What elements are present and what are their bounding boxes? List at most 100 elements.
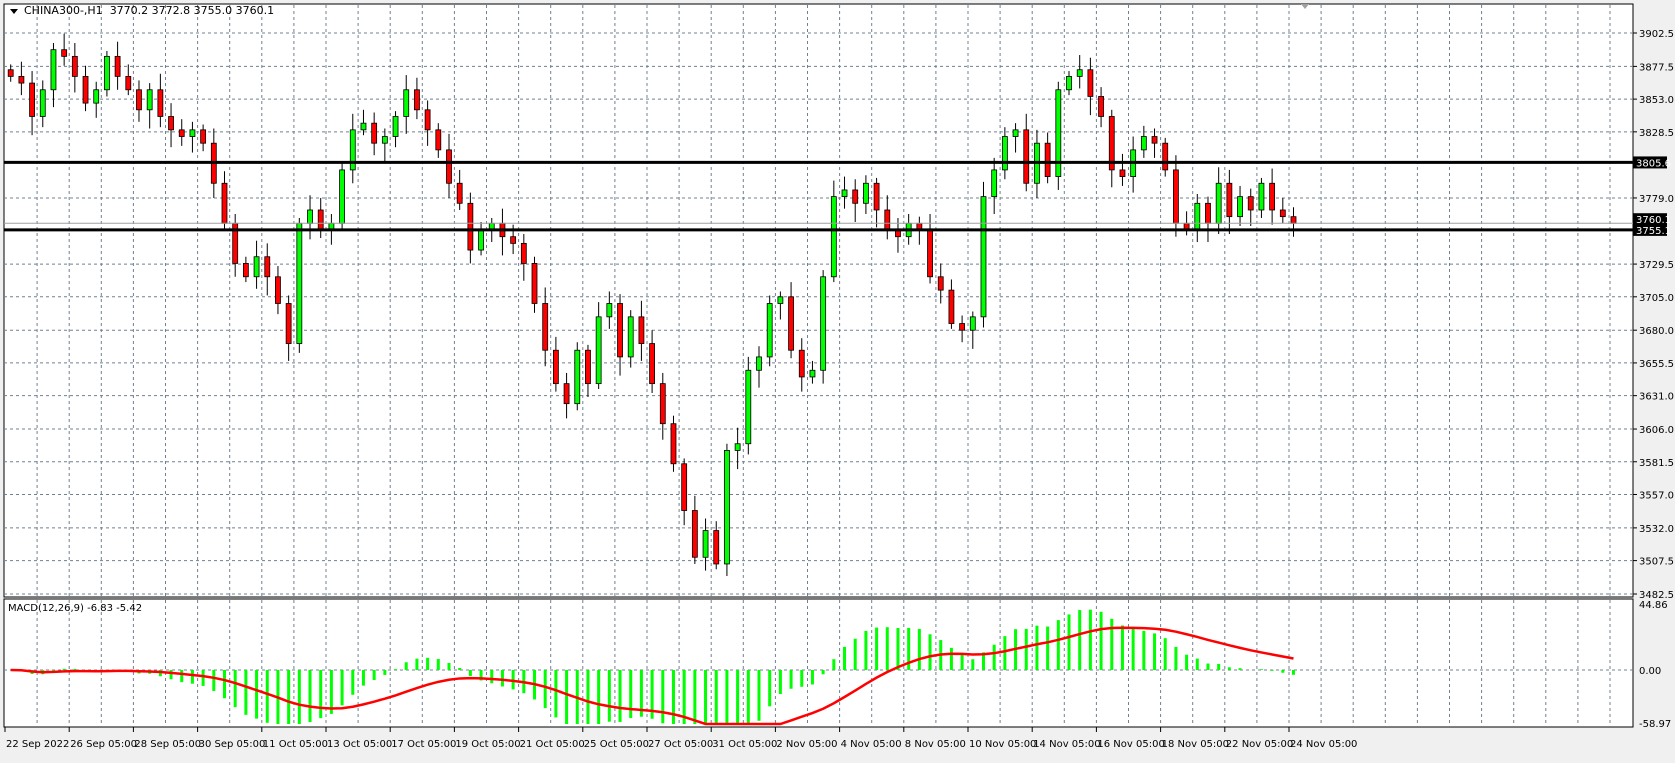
time-axis-label: 10 Nov 05:00 bbox=[969, 739, 1036, 750]
time-axis-label: 18 Nov 05:00 bbox=[1162, 739, 1229, 750]
time-axis-label: 4 Nov 05:00 bbox=[841, 739, 902, 750]
price-label-box bbox=[1633, 213, 1667, 226]
candle-bear bbox=[542, 303, 549, 351]
candle-bear bbox=[1247, 196, 1254, 211]
candle-bull bbox=[1055, 89, 1062, 177]
candle-bear bbox=[221, 182, 228, 224]
candle-bull bbox=[1237, 196, 1243, 218]
price-axis-label: 3507.5 bbox=[1639, 557, 1674, 568]
price-axis-label: 3902.5 bbox=[1639, 29, 1674, 40]
candle-bull bbox=[146, 89, 153, 111]
candle-bull bbox=[841, 189, 848, 198]
candle-bear bbox=[1162, 142, 1169, 171]
time-axis-label: 21 Oct 05:00 bbox=[520, 739, 585, 750]
candle-bear bbox=[424, 109, 431, 131]
candle-bull bbox=[392, 116, 399, 137]
candle-bear bbox=[446, 149, 452, 184]
candle-bull bbox=[1066, 76, 1072, 91]
candle-bull bbox=[1258, 182, 1265, 211]
macd-axis-label: -58.97 bbox=[1639, 719, 1671, 730]
candle-bear bbox=[1226, 182, 1233, 218]
candle-bear bbox=[798, 349, 805, 378]
candle-bull bbox=[991, 169, 998, 198]
candle-bull bbox=[820, 276, 827, 371]
price-axis-label: 3828.5 bbox=[1639, 128, 1674, 139]
time-axis-label: 22 Sep 2022 bbox=[6, 739, 69, 750]
candle-bull bbox=[980, 196, 987, 318]
candle-bull bbox=[809, 369, 816, 378]
time-axis-label: 8 Nov 05:00 bbox=[905, 739, 966, 750]
candle-bear bbox=[157, 89, 164, 117]
candle-bear bbox=[617, 303, 623, 358]
price-axis-label: 3557.0 bbox=[1639, 490, 1674, 501]
candle-bull bbox=[189, 129, 196, 137]
candle-bear bbox=[275, 276, 281, 304]
candle-bear bbox=[1023, 129, 1030, 184]
candle-bear bbox=[884, 209, 891, 231]
candle-bear bbox=[168, 116, 174, 131]
candle-bull bbox=[339, 169, 345, 224]
price-axis-label: 3581.5 bbox=[1639, 458, 1674, 469]
price-axis-label: 3680.0 bbox=[1639, 326, 1674, 337]
macd-signal-line bbox=[10, 626, 1294, 726]
candle-bear bbox=[82, 76, 89, 104]
candle-bear bbox=[681, 463, 688, 511]
candle-bull bbox=[296, 222, 303, 344]
macd-label: MACD(12,26,9) -6.83 -5.42 bbox=[8, 603, 143, 614]
candle-bull bbox=[724, 450, 730, 565]
macd-axis-label: 0.00 bbox=[1639, 666, 1661, 677]
candle-bull bbox=[307, 209, 313, 224]
candle-bear bbox=[670, 423, 677, 465]
chart-title: CHINA300-,H1 3770.2 3772.8 3755.0 3760.1 bbox=[10, 4, 274, 17]
candle-bear bbox=[1119, 169, 1126, 177]
candle-bull bbox=[830, 196, 837, 278]
price-axis-label: 3729.5 bbox=[1639, 260, 1674, 271]
candle-bull bbox=[863, 182, 869, 204]
time-axis-label: 17 Oct 05:00 bbox=[391, 739, 456, 750]
candle-bull bbox=[349, 129, 356, 171]
time-axis-label: 27 Oct 05:00 bbox=[648, 739, 713, 750]
candle-bull bbox=[253, 256, 260, 278]
candle-bear bbox=[585, 349, 591, 385]
candle-bear bbox=[1290, 216, 1297, 224]
candle-bear bbox=[18, 76, 25, 84]
candle-bear bbox=[1173, 169, 1179, 224]
time-axis-label: 30 Sep 05:00 bbox=[199, 739, 266, 750]
candle-bear bbox=[959, 323, 966, 331]
price-label-value: 3755.1 bbox=[1636, 226, 1671, 237]
time-axis-label: 28 Sep 05:00 bbox=[134, 739, 201, 750]
time-axis-label: 14 Nov 05:00 bbox=[1033, 739, 1100, 750]
candle-bull bbox=[606, 303, 613, 318]
candle-bull bbox=[478, 229, 484, 251]
candle-bear bbox=[178, 129, 185, 137]
chart-shift-icon bbox=[1301, 4, 1309, 9]
candle-bull bbox=[969, 316, 976, 331]
candle-bull bbox=[766, 303, 773, 358]
candle-bear bbox=[29, 82, 35, 117]
candle-bear bbox=[510, 236, 517, 244]
candle-bear bbox=[1108, 116, 1115, 171]
candle-bear bbox=[414, 89, 420, 111]
time-axis-label: 31 Oct 05:00 bbox=[712, 739, 777, 750]
candle-bear bbox=[125, 76, 132, 91]
candle-bear bbox=[1269, 182, 1276, 211]
price-label-value: 3760.1 bbox=[1636, 215, 1671, 226]
candle-bear bbox=[638, 316, 645, 344]
candle-bear bbox=[788, 296, 794, 351]
candle-bull bbox=[39, 89, 46, 117]
candle-bull bbox=[403, 89, 410, 117]
time-axis-label: 26 Sep 05:00 bbox=[70, 739, 137, 750]
candle-bull bbox=[93, 89, 100, 104]
price-axis-label: 3606.0 bbox=[1639, 425, 1674, 436]
time-axis-label: 24 Nov 05:00 bbox=[1290, 739, 1357, 750]
dropdown-arrow-icon[interactable] bbox=[10, 8, 18, 14]
candle-bear bbox=[1087, 69, 1094, 97]
price-axis-label: 3877.5 bbox=[1639, 62, 1674, 73]
price-label-box bbox=[1633, 223, 1667, 236]
candle-bear bbox=[520, 242, 527, 264]
candle-bull bbox=[50, 49, 57, 91]
candle-bull bbox=[1012, 129, 1019, 137]
candle-bull bbox=[360, 122, 367, 131]
candle-bull bbox=[1215, 182, 1222, 224]
